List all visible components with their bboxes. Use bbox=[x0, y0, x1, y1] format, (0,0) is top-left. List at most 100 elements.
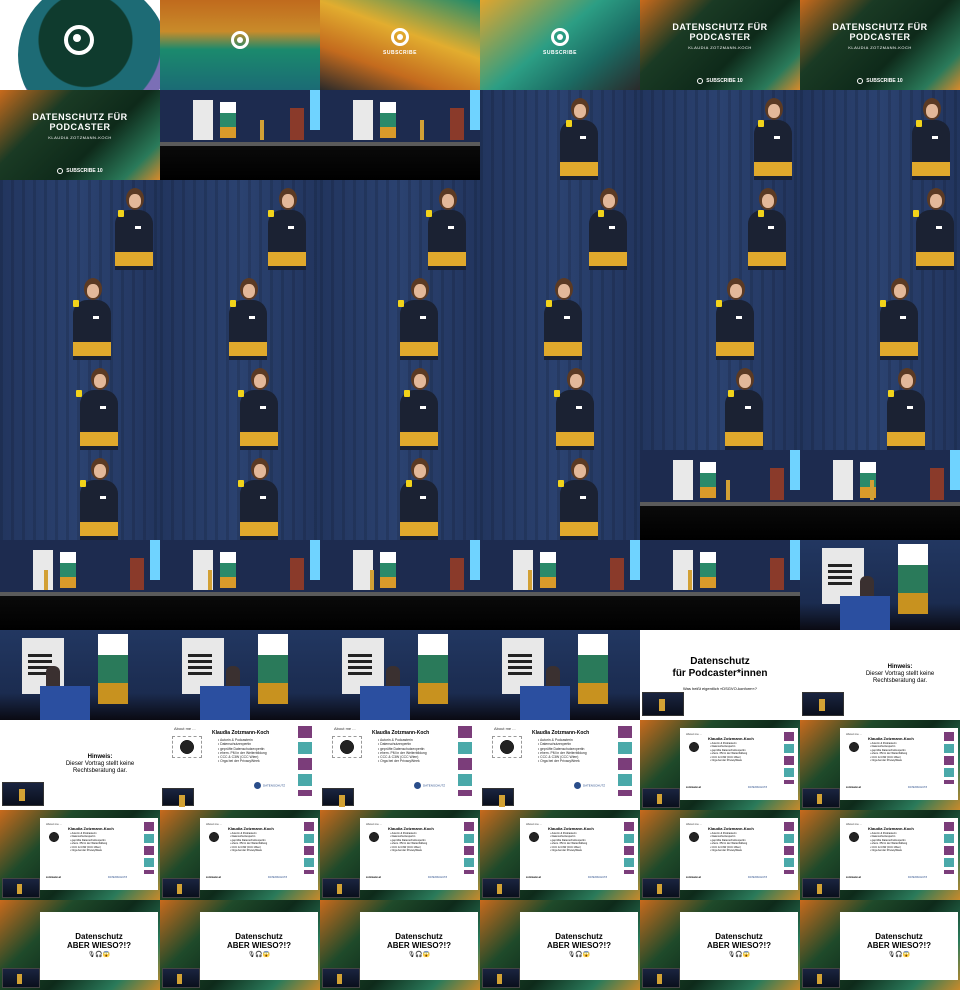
frame-stage-wide bbox=[640, 540, 800, 630]
speaker-sweater bbox=[229, 342, 267, 356]
subscribe-logo-icon bbox=[551, 28, 569, 46]
speaker-face bbox=[414, 374, 426, 388]
about-item: Autorin & Podcasterin bbox=[710, 832, 747, 835]
speaker-pip bbox=[2, 782, 44, 806]
name-tag bbox=[93, 316, 99, 319]
about-item: Datenschutzexpertin bbox=[390, 835, 427, 838]
speaker-sweater bbox=[80, 432, 118, 446]
name-tag bbox=[260, 496, 266, 499]
wieso-title: Datenschutz ABER WIESO?!? bbox=[360, 932, 478, 950]
frame-speaker bbox=[480, 450, 640, 540]
wieso-title: Datenschutz ABER WIESO?!? bbox=[200, 932, 318, 950]
speaker-sweater bbox=[240, 522, 278, 536]
stage-screen bbox=[833, 460, 853, 500]
about-item: ehem. PM in der Weiterbildung bbox=[550, 842, 588, 845]
frame-speaker bbox=[480, 180, 640, 270]
stage-speaker bbox=[420, 120, 424, 140]
frame-speaker bbox=[320, 450, 480, 540]
speaker-name: Klaudia Zotzmann-Koch bbox=[388, 826, 434, 831]
wieso-title: Datenschutz ABER WIESO?!? bbox=[40, 932, 158, 950]
subscribe-label: SUBSCRIBE bbox=[543, 50, 577, 56]
about-item: CCC & C3W (CCC Wien) bbox=[710, 846, 747, 849]
about-item: Datenschutzexpertin bbox=[550, 835, 587, 838]
frame-speaker bbox=[480, 360, 640, 450]
wieso-line1: Datenschutz bbox=[75, 932, 123, 941]
stage-speaker bbox=[688, 570, 692, 590]
frame-speaker bbox=[640, 180, 800, 270]
book-covers bbox=[944, 822, 954, 874]
microphone-icon bbox=[238, 390, 244, 397]
speaker-sweater bbox=[73, 342, 111, 356]
microphone-icon bbox=[880, 300, 886, 307]
stage-speaker bbox=[870, 480, 874, 500]
emoji-icons: 🎙🎧😱 bbox=[727, 952, 751, 958]
speaker-sweater bbox=[748, 252, 786, 266]
speaker-sweater bbox=[716, 342, 754, 356]
company-logo: DATENSCHUTZ bbox=[908, 786, 928, 789]
name-tag bbox=[249, 316, 255, 319]
name-tag bbox=[564, 316, 570, 319]
frame-about-framed: About me ... Klaudia Zotzmann-Koch Autor… bbox=[320, 810, 480, 900]
frame-speaker bbox=[480, 270, 640, 360]
podcast-logo bbox=[204, 830, 224, 844]
about-item: Orga bei der PrivacyWeek bbox=[538, 759, 587, 763]
about-label: About me ... bbox=[494, 726, 516, 731]
speaker-pip bbox=[802, 788, 840, 808]
subscribe-row: SUBSCRIBE 10 bbox=[800, 78, 960, 84]
stage-floor bbox=[160, 142, 320, 146]
emoji-icons: 🎙🎧😱 bbox=[87, 952, 111, 958]
speaker-sweater bbox=[880, 342, 918, 356]
stage-banner bbox=[60, 552, 76, 588]
company-logo: DATENSCHUTZ bbox=[574, 782, 614, 790]
speaker-face bbox=[558, 284, 570, 298]
speaker-sweater bbox=[556, 432, 594, 446]
subscribe-dot-icon bbox=[857, 78, 864, 84]
subscribe-label: SUBSCRIBE bbox=[383, 50, 417, 56]
frame-stage-wide bbox=[480, 540, 640, 630]
speaker-name: Klaudia Zotzmann-Koch bbox=[212, 730, 270, 736]
frame-stage-wide bbox=[0, 540, 160, 630]
subscribe-logo-icon bbox=[64, 25, 94, 55]
website-label: zotzmann.at bbox=[526, 876, 541, 879]
name-tag bbox=[609, 226, 615, 229]
lectern bbox=[40, 686, 90, 720]
name-tag bbox=[736, 316, 742, 319]
speaker-pip bbox=[482, 788, 514, 807]
speaker-name: Klaudia Zotzmann-Koch bbox=[708, 826, 754, 831]
about-item: Orga bei der PrivacyWeek bbox=[710, 849, 747, 852]
frame-stage-wide bbox=[800, 450, 960, 540]
about-item: geprüfte Datenschutzexpertin bbox=[230, 839, 267, 842]
speaker-pip bbox=[322, 788, 354, 807]
frame-about-framed: About me ... Klaudia Zotzmann-Koch Autor… bbox=[800, 720, 960, 810]
rollup-banner bbox=[898, 544, 928, 614]
about-item: Orga bei der PrivacyWeek bbox=[550, 849, 587, 852]
stage-banner bbox=[380, 552, 396, 588]
frame-podium bbox=[800, 540, 960, 630]
name-tag bbox=[260, 406, 266, 409]
frame-speaker bbox=[0, 270, 160, 360]
stage-banner bbox=[450, 108, 464, 140]
speaker-sweater bbox=[560, 162, 598, 176]
subscribe-logo-icon bbox=[391, 28, 409, 46]
frame-podium bbox=[0, 630, 160, 720]
frame-hint-slide: Hinweis: Dieser Vortrag stellt keine Recht… bbox=[0, 720, 160, 810]
website-label: zotzmann.at bbox=[686, 876, 701, 879]
speaker-face bbox=[282, 194, 294, 208]
speaker-pip bbox=[802, 878, 840, 898]
about-item: Autorin & Podcasterin bbox=[550, 832, 587, 835]
speaker-face bbox=[129, 194, 141, 208]
speaker-pip bbox=[642, 968, 680, 988]
talk-author: KLAUDIA ZOTZMANN-KOCH bbox=[688, 45, 752, 50]
microphone-icon bbox=[758, 120, 764, 127]
subscribe-dot-icon bbox=[57, 168, 64, 174]
slide-subtitle: Was heißt eigentlich »DSGVO-konform«? bbox=[683, 686, 757, 691]
about-label: About me ... bbox=[846, 822, 863, 826]
microphone-icon bbox=[916, 120, 922, 127]
about-item: Datenschutzexpertin bbox=[218, 742, 267, 746]
frame-wieso-slide: Datenschutz ABER WIESO?!? 🎙🎧😱 bbox=[160, 900, 320, 990]
name-tag bbox=[774, 136, 780, 139]
speaker-sweater bbox=[80, 522, 118, 536]
speaker-face bbox=[94, 464, 106, 478]
frame-speaker bbox=[480, 90, 640, 180]
